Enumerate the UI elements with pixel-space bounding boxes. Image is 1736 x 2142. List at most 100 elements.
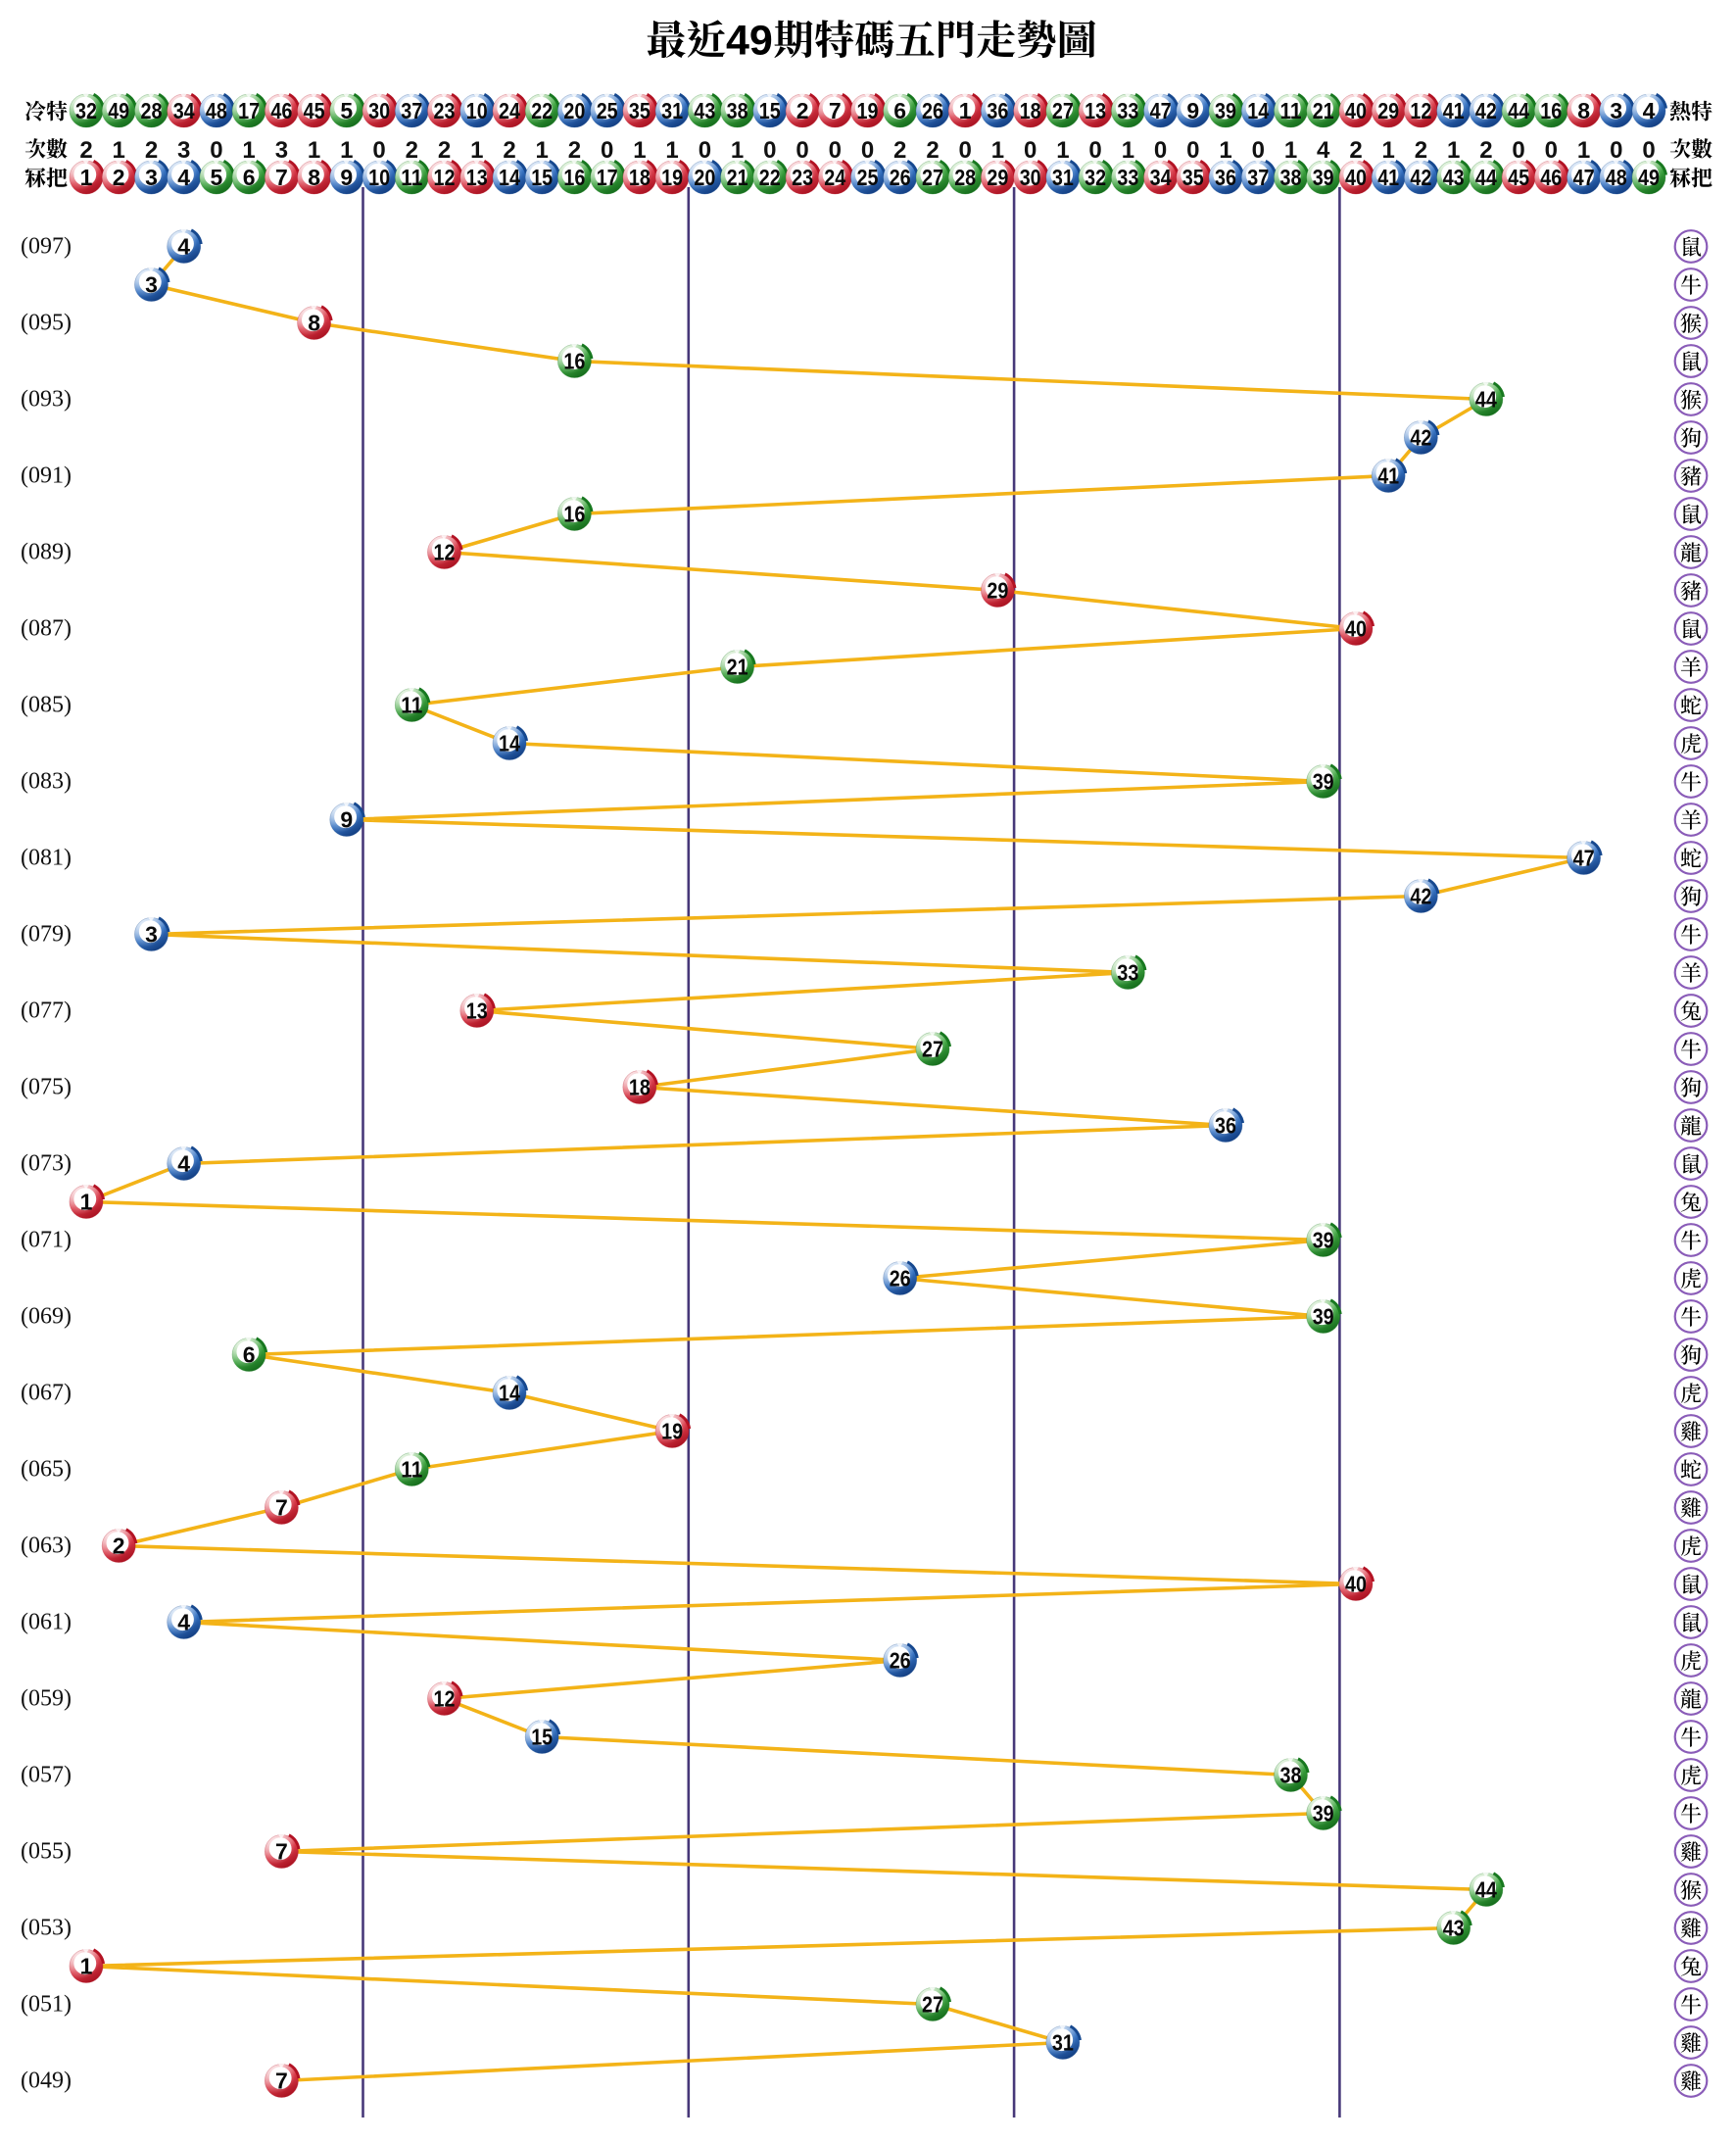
svg-text:36: 36 [1215,165,1236,190]
svg-text:47: 47 [1573,846,1595,871]
svg-text:17: 17 [238,98,260,123]
svg-text:5: 5 [340,98,353,123]
svg-text:33: 33 [1117,165,1138,190]
svg-text:41: 41 [1377,165,1399,190]
svg-text:3: 3 [145,165,158,190]
svg-text:14: 14 [499,731,520,756]
svg-text:(073): (073) [21,1150,72,1176]
svg-text:46: 46 [1540,165,1562,190]
svg-text:1: 1 [242,137,255,164]
svg-text:3: 3 [275,137,288,164]
svg-text:40: 40 [1345,165,1367,190]
svg-text:26: 26 [922,98,943,123]
svg-text:9: 9 [1186,98,1199,123]
svg-text:39: 39 [1313,1801,1334,1826]
svg-text:1: 1 [1284,137,1297,164]
svg-text:7: 7 [275,1495,288,1521]
svg-text:27: 27 [922,1037,943,1062]
svg-text:1: 1 [665,137,678,164]
svg-text:29: 29 [987,578,1008,604]
svg-text:2: 2 [438,137,451,164]
svg-text:4: 4 [1643,98,1656,123]
svg-text:2: 2 [568,137,581,164]
svg-text:16: 16 [563,349,585,374]
svg-text:7: 7 [829,98,842,123]
svg-text:0: 0 [210,137,222,164]
svg-text:0: 0 [601,137,613,164]
svg-text:39: 39 [1313,1228,1334,1253]
svg-text:38: 38 [1280,1763,1302,1788]
svg-text:12: 12 [434,1686,456,1712]
svg-text:2: 2 [796,98,809,123]
svg-text:3: 3 [1610,98,1622,123]
svg-text:27: 27 [922,165,943,190]
svg-text:0: 0 [829,137,842,164]
svg-text:14: 14 [499,1381,520,1406]
svg-text:7: 7 [275,165,288,190]
svg-text:(069): (069) [21,1303,72,1329]
svg-text:16: 16 [1540,98,1562,123]
svg-text:0: 0 [1252,137,1265,164]
svg-text:41: 41 [1377,463,1399,489]
svg-text:1: 1 [536,137,549,164]
svg-text:0: 0 [372,137,385,164]
svg-text:27: 27 [922,1992,943,2018]
svg-text:36: 36 [1215,1113,1236,1139]
svg-text:20: 20 [694,165,715,190]
svg-text:39: 39 [1313,1304,1334,1330]
svg-text:2: 2 [926,137,939,164]
svg-text:6: 6 [243,1342,256,1368]
svg-text:(085): (085) [21,692,72,717]
svg-text:1: 1 [1122,137,1134,164]
svg-text:27: 27 [1052,98,1074,123]
svg-text:40: 40 [1345,616,1367,642]
svg-text:48: 48 [206,98,227,123]
svg-text:44: 44 [1475,165,1497,190]
svg-text:1: 1 [991,137,1004,164]
svg-text:2: 2 [79,137,92,164]
svg-text:(053): (053) [21,1915,72,1940]
svg-text:37: 37 [401,98,422,123]
svg-text:43: 43 [1443,165,1465,190]
svg-text:44: 44 [1475,1877,1497,1903]
svg-text:2: 2 [893,137,906,164]
svg-text:13: 13 [1085,98,1106,123]
svg-text:39: 39 [1215,98,1236,123]
svg-text:10: 10 [368,165,390,190]
svg-text:(077): (077) [21,998,72,1023]
svg-text:1: 1 [731,137,744,164]
svg-text:9: 9 [340,807,353,833]
svg-text:44: 44 [1508,98,1529,123]
svg-text:1: 1 [80,165,93,190]
svg-text:1: 1 [1219,137,1231,164]
svg-text:0: 0 [1024,137,1037,164]
svg-text:18: 18 [629,1075,651,1100]
svg-text:8: 8 [308,311,320,336]
svg-text:18: 18 [1020,98,1041,123]
svg-text:28: 28 [954,165,976,190]
svg-text:0: 0 [959,137,972,164]
svg-text:7: 7 [275,1839,288,1865]
svg-text:47: 47 [1573,165,1595,190]
svg-text:1: 1 [470,137,483,164]
svg-text:33: 33 [1117,98,1138,123]
svg-text:16: 16 [563,165,585,190]
svg-text:25: 25 [597,98,618,123]
svg-text:19: 19 [661,165,683,190]
svg-text:20: 20 [563,98,585,123]
svg-text:11: 11 [401,165,422,190]
svg-text:35: 35 [629,98,651,123]
svg-text:1: 1 [308,137,320,164]
svg-text:33: 33 [1117,960,1138,986]
svg-text:4: 4 [1317,137,1330,164]
svg-text:1: 1 [1382,137,1395,164]
svg-text:21: 21 [727,655,748,680]
svg-text:12: 12 [434,165,456,190]
svg-text:28: 28 [141,98,163,123]
svg-text:22: 22 [531,98,553,123]
svg-text:24: 24 [499,98,520,123]
svg-text:14: 14 [1247,98,1269,123]
svg-text:13: 13 [466,165,488,190]
svg-text:1: 1 [633,137,646,164]
svg-text:26: 26 [890,165,911,190]
